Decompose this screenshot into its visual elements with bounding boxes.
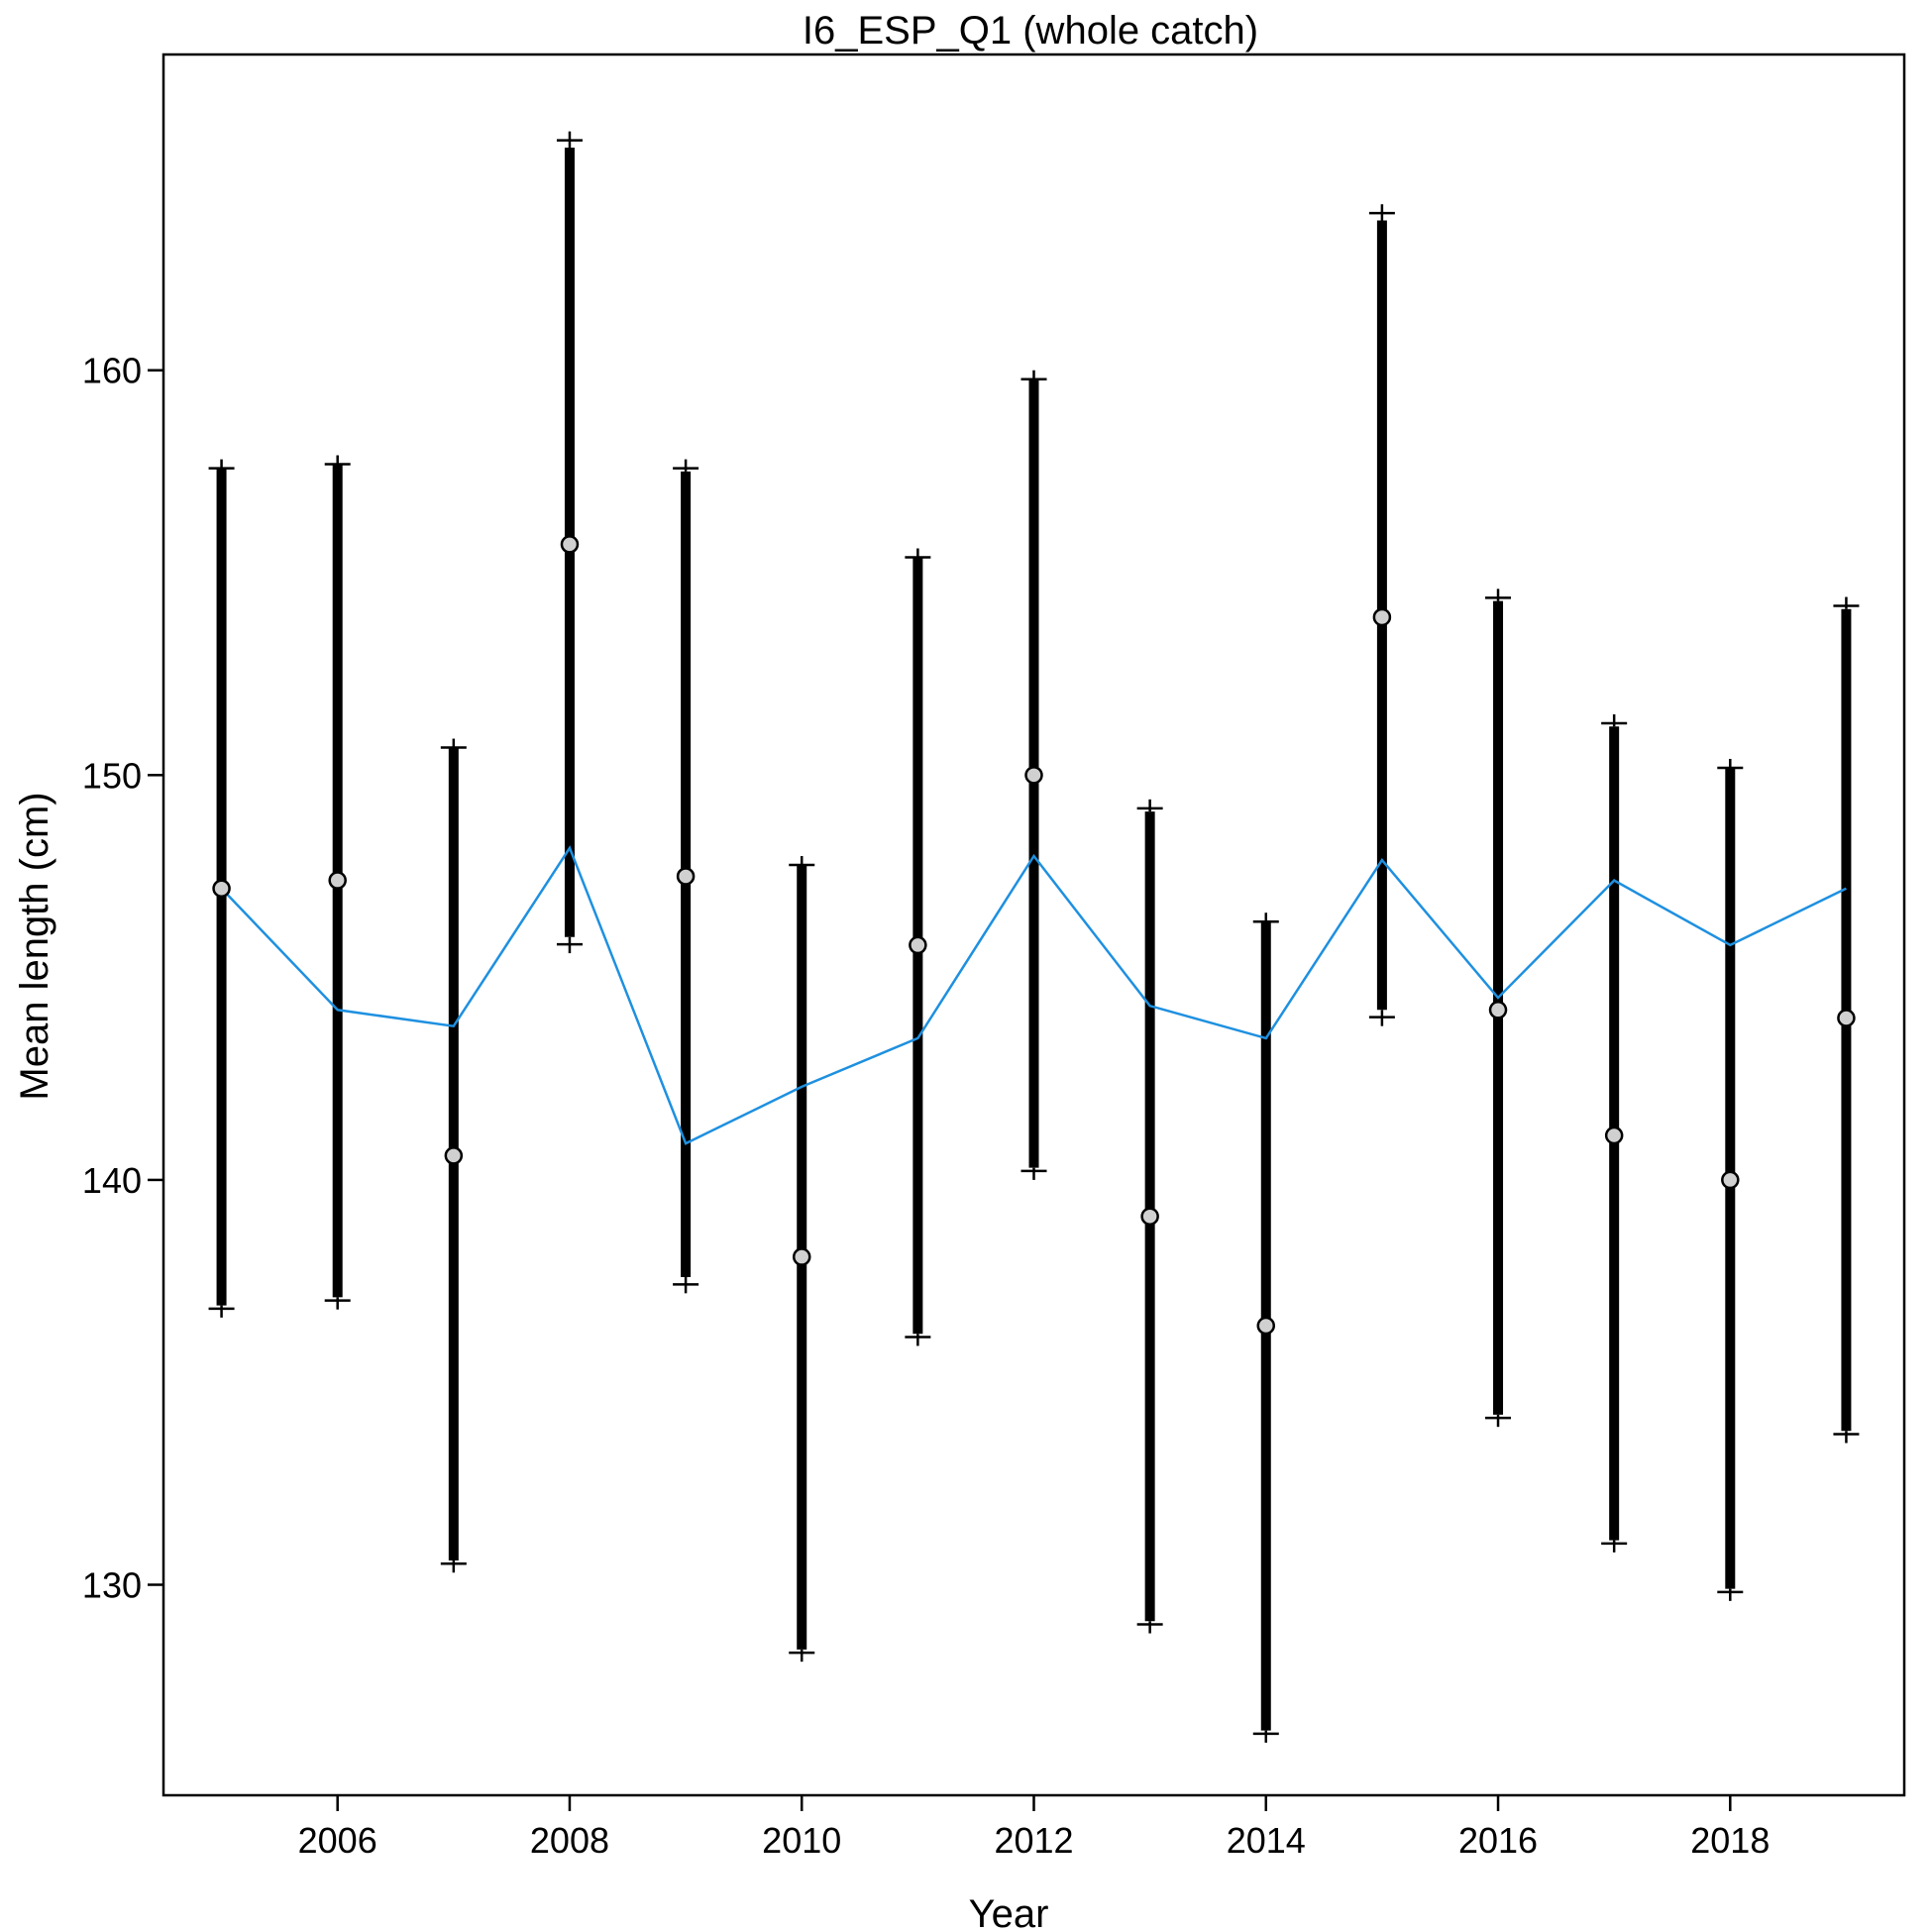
observed-point-2007 — [444, 1146, 464, 1165]
observed-point-2010 — [792, 1247, 811, 1266]
y-tick-label-150: 150 — [82, 755, 142, 796]
observed-point-2017 — [1604, 1126, 1624, 1145]
expected-line-group — [220, 845, 1847, 1145]
x-axis: 2006 2008 2010 2012 2014 2016 2018 — [298, 1795, 1770, 1861]
y-axis: 130 140 150 160 — [82, 351, 163, 1606]
observed-point-2013 — [1140, 1207, 1159, 1226]
x-tick-label-2012: 2012 — [994, 1820, 1073, 1861]
observed-point-2018 — [1721, 1170, 1740, 1190]
x-tick-label-2014: 2014 — [1227, 1820, 1306, 1861]
x-tick-label-2008: 2008 — [530, 1820, 609, 1861]
y-tick-label-160: 160 — [82, 351, 142, 391]
y-axis-title: Mean length (cm) — [13, 792, 56, 1100]
x-tick-label-2016: 2016 — [1458, 1820, 1538, 1861]
y-tick-label-130: 130 — [82, 1565, 142, 1606]
observed-point-2015 — [1372, 607, 1392, 627]
x-axis-title: Year — [969, 1892, 1049, 1932]
observed-points — [212, 535, 1856, 1336]
observed-point-2006 — [328, 871, 347, 890]
chart-title: I6_ESP_Q1 (whole catch) — [803, 9, 1258, 53]
x-tick-label-2018: 2018 — [1690, 1820, 1770, 1861]
observed-point-2016 — [1488, 1001, 1508, 1020]
x-tick-label-2006: 2006 — [298, 1820, 377, 1861]
y-tick-label-140: 140 — [82, 1160, 142, 1201]
expected-line — [220, 845, 1847, 1145]
observed-point-2008 — [560, 535, 580, 554]
x-tick-label-2010: 2010 — [762, 1820, 841, 1861]
observed-point-2012 — [1024, 766, 1043, 785]
observed-point-2014 — [1256, 1316, 1276, 1336]
observed-point-2009 — [676, 867, 696, 886]
observed-point-2019 — [1837, 1009, 1856, 1027]
observed-point-2005 — [212, 879, 231, 898]
observed-point-2011 — [909, 935, 927, 955]
